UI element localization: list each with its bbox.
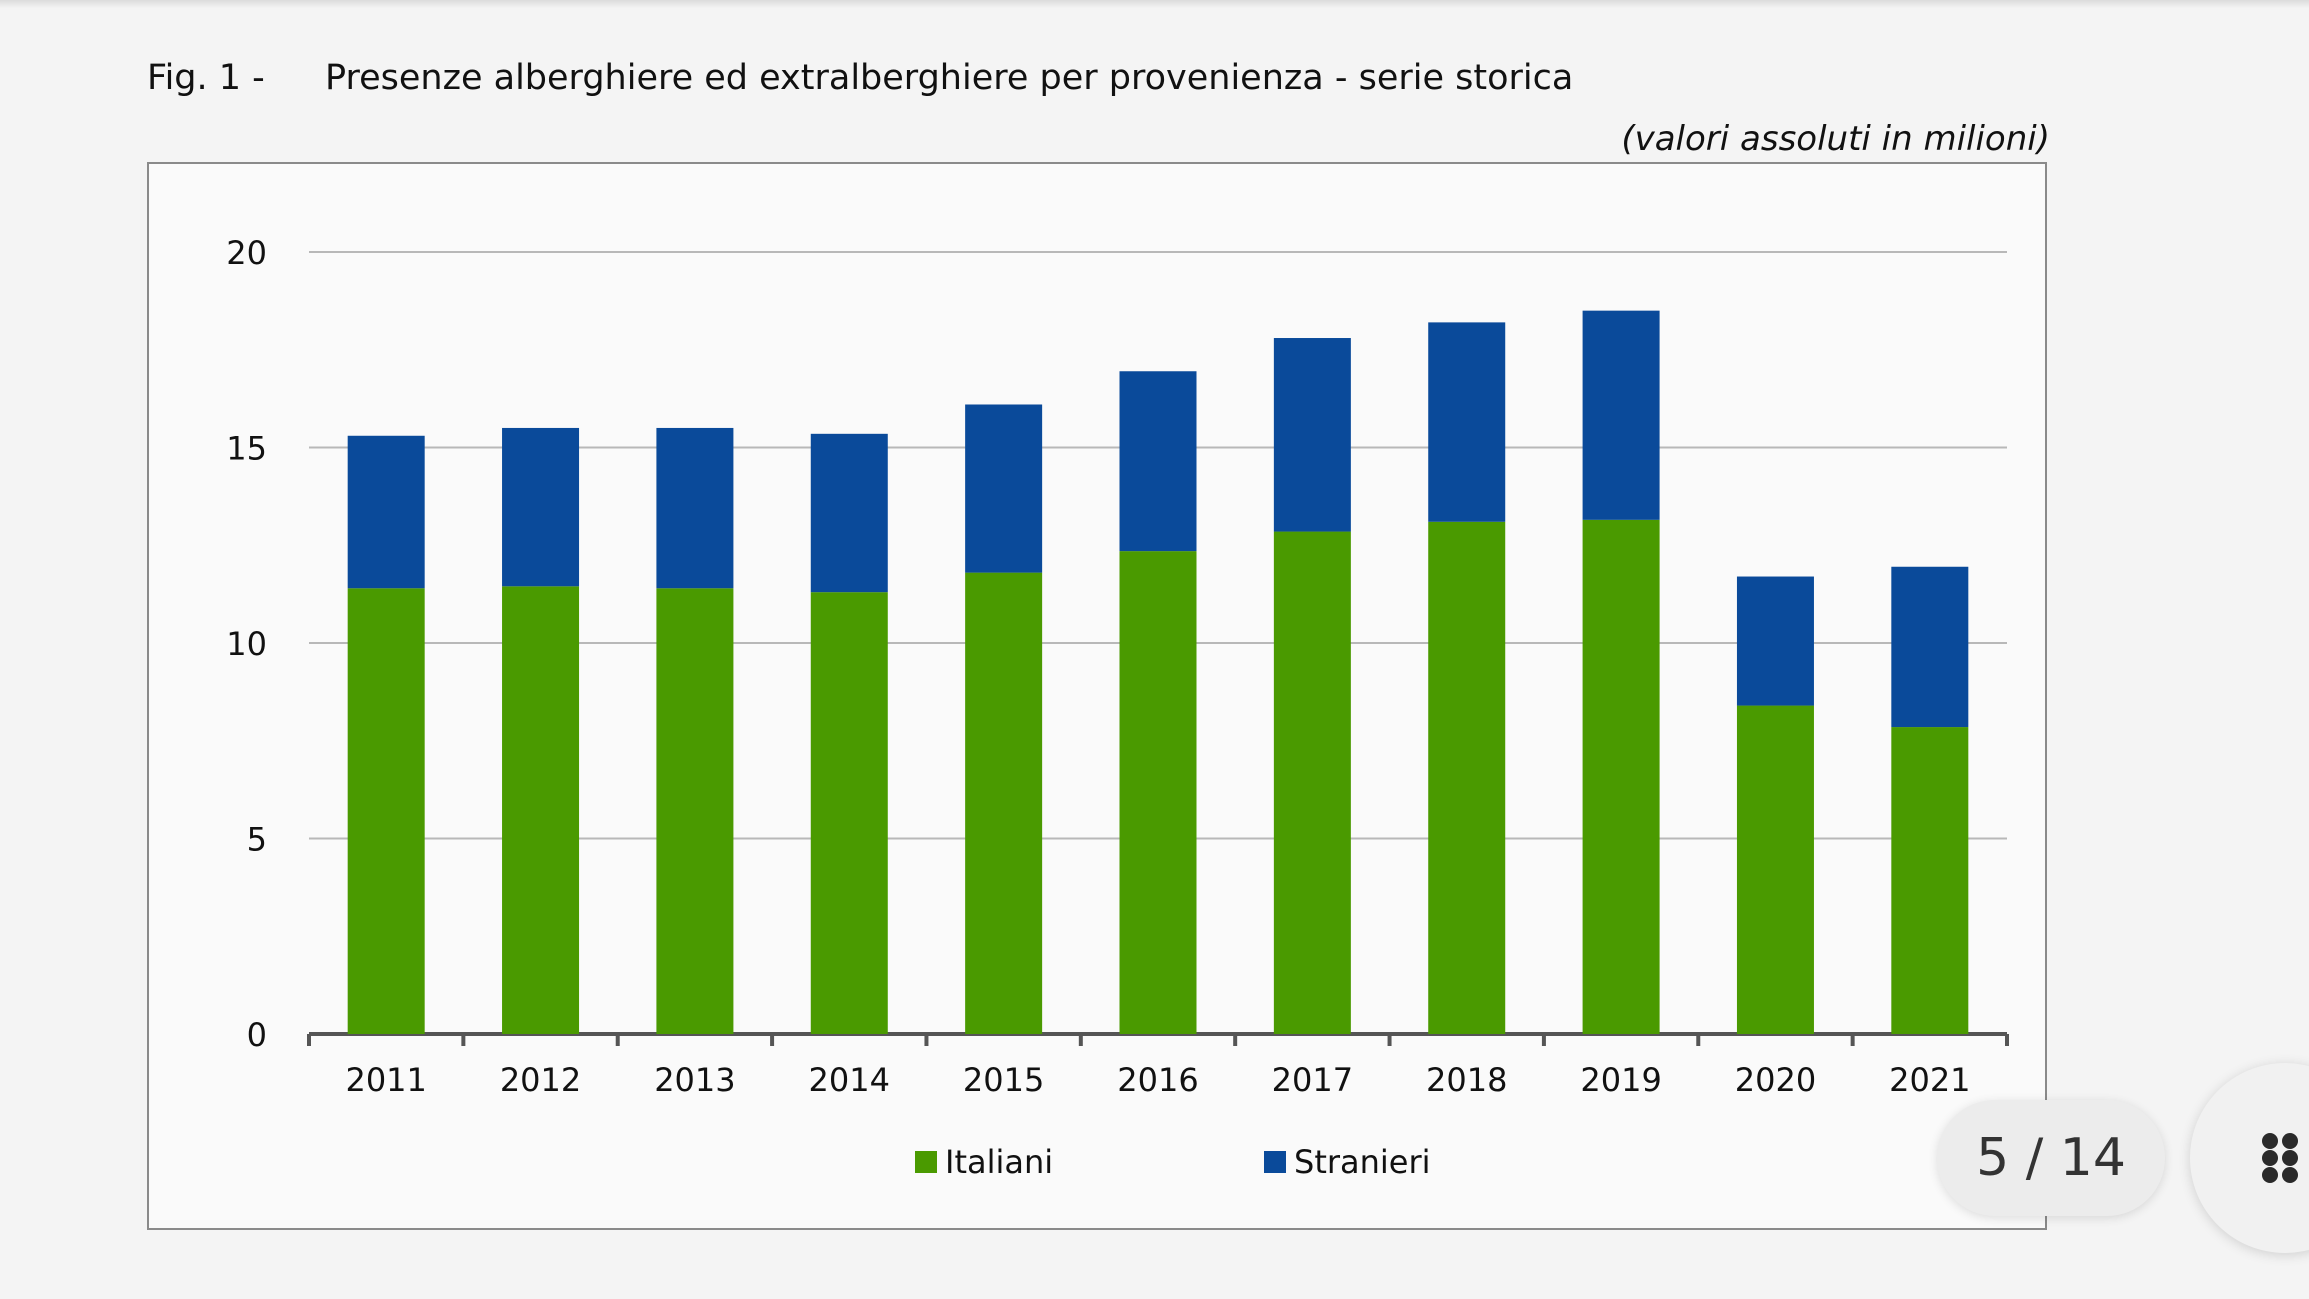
legend-label-italiani: Italiani bbox=[945, 1143, 1054, 1181]
legend-swatch-italiani bbox=[915, 1151, 937, 1173]
x-tick-label: 2016 bbox=[1117, 1061, 1198, 1099]
bar-stranieri-2018 bbox=[1428, 322, 1506, 522]
bar-stranieri-2011 bbox=[347, 435, 425, 589]
bar-stranieri-2021 bbox=[1891, 566, 1969, 728]
bar-italiani-2015 bbox=[965, 572, 1043, 1034]
bar-italiani-2018 bbox=[1428, 521, 1506, 1034]
bar-italiani-2020 bbox=[1736, 705, 1814, 1034]
x-tick-label: 2020 bbox=[1735, 1061, 1816, 1099]
page-indicator: 5 / 14 bbox=[1937, 1100, 2165, 1216]
x-tick-label: 2014 bbox=[809, 1061, 890, 1099]
bar-stranieri-2013 bbox=[656, 427, 734, 589]
stacked-bar-chart: 0 5 10 15 20 2011 2012 2013 2014 2015 2016 2017 2018… bbox=[226, 234, 2009, 1099]
legend-item-italiani: Italiani bbox=[915, 1140, 1053, 1184]
x-tick-label: 2017 bbox=[1272, 1061, 1353, 1099]
y-tick-label: 0 bbox=[247, 1016, 267, 1054]
bar-italiani-2021 bbox=[1891, 727, 1969, 1034]
x-tick-label: 2011 bbox=[345, 1061, 426, 1099]
y-tick-label: 10 bbox=[226, 625, 267, 663]
x-tick-label: 2015 bbox=[963, 1061, 1044, 1099]
x-tick-label: 2013 bbox=[654, 1061, 735, 1099]
figure-title: Presenze alberghiere ed extralberghiere … bbox=[325, 58, 1574, 98]
bar-italiani-2012 bbox=[502, 586, 580, 1034]
bar-stranieri-2017 bbox=[1273, 338, 1351, 532]
figure-label: Fig. 1 - bbox=[147, 58, 265, 98]
bar-stranieri-2012 bbox=[502, 427, 580, 587]
bar-stranieri-2014 bbox=[810, 433, 888, 593]
bar-italiani-2017 bbox=[1273, 531, 1351, 1034]
apps-button[interactable] bbox=[2190, 1063, 2309, 1253]
bar-italiani-2019 bbox=[1582, 519, 1660, 1034]
bar-italiani-2011 bbox=[347, 588, 425, 1034]
bar-italiani-2014 bbox=[810, 592, 888, 1034]
legend-swatch-stranieri bbox=[1264, 1151, 1286, 1173]
bar-stranieri-2020 bbox=[1736, 576, 1814, 706]
x-tick-label: 2018 bbox=[1426, 1061, 1507, 1099]
legend-label-stranieri: Stranieri bbox=[1294, 1143, 1431, 1181]
bar-italiani-2016 bbox=[1119, 551, 1197, 1034]
bar-stranieri-2016 bbox=[1119, 371, 1197, 552]
y-tick-label: 15 bbox=[226, 430, 267, 468]
y-tick-label: 5 bbox=[247, 821, 267, 859]
bar-stranieri-2015 bbox=[965, 404, 1043, 573]
top-shade bbox=[0, 0, 2309, 8]
chart-frame: 0 5 10 15 20 2011 2012 2013 2014 2015 2016 2017 2018… bbox=[147, 162, 2047, 1230]
units-note: (valori assoluti in milioni) bbox=[1621, 119, 2050, 159]
bar-italiani-2013 bbox=[656, 588, 734, 1034]
bar-stranieri-2019 bbox=[1582, 310, 1660, 520]
x-tick-label: 2021 bbox=[1889, 1061, 1970, 1099]
legend-item-stranieri: Stranieri bbox=[1264, 1140, 1431, 1184]
y-tick-label: 20 bbox=[226, 234, 267, 272]
x-tick-label: 2012 bbox=[500, 1061, 581, 1099]
x-tick-label: 2019 bbox=[1580, 1061, 1661, 1099]
